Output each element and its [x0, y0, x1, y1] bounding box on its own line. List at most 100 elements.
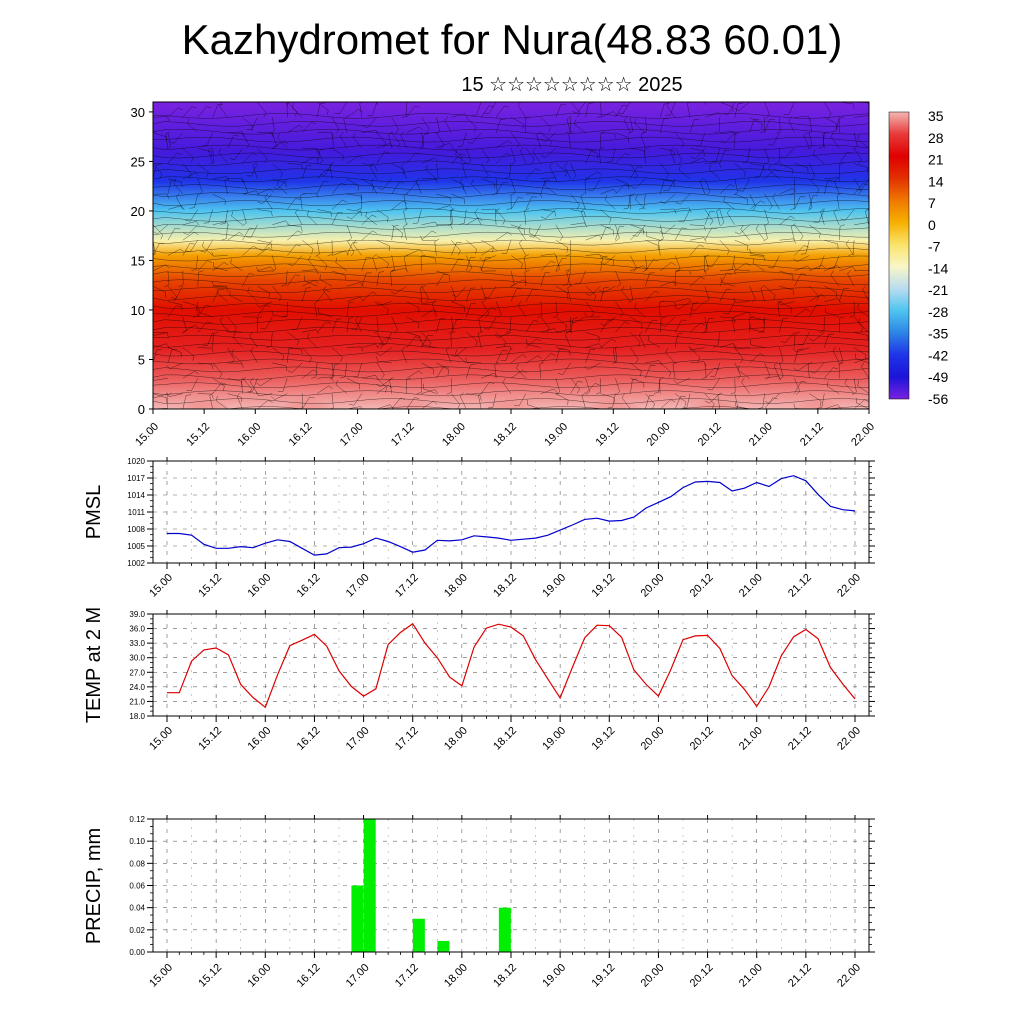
heatmap-y-tick-label: 20	[131, 204, 145, 219]
precip-bar	[351, 885, 364, 952]
y-tick-label: 0.02	[129, 926, 145, 935]
colorbar-label: 14	[928, 173, 944, 189]
x-tick-label: 16.00	[245, 962, 273, 990]
x-tick-label: 16.12	[287, 421, 315, 449]
precipitation-panel: 0.00 0.02 0.04 0.06 0.08 0.10 0.12 15.00 15.12 1…	[83, 815, 875, 990]
x-tick-label: 15.00	[147, 572, 175, 600]
x-tick-label: 19.00	[540, 725, 568, 753]
x-tick-label: 20.12	[688, 572, 716, 600]
y-tick-label: 0.08	[129, 859, 145, 868]
temp-series-line	[167, 622, 856, 709]
x-tick-label: 21.00	[737, 725, 765, 753]
x-tick-label: 19.00	[542, 421, 570, 449]
pmsl-y-axis: 1002 1005 1008 1011 1014 1017 1020	[127, 457, 875, 568]
x-tick-label: 17.00	[344, 962, 372, 990]
heatmap-y-tick-label: 25	[131, 154, 145, 169]
pmsl-series-line	[167, 475, 856, 556]
colorbar-labels: 35 28 21 14 7 0 -7 -14 -21 -28 -35 -42 -49 -56	[928, 108, 948, 407]
precip-y-axis: 0.00 0.02 0.04 0.06 0.08 0.10 0.12	[129, 815, 875, 957]
y-tick-label: 0.12	[129, 815, 145, 824]
colorbar: 35 28 21 14 7 0 -7 -14 -21 -28 -35 -42 -49 -56	[888, 108, 948, 407]
x-tick-label: 22.00	[835, 725, 863, 753]
x-tick-label: 20.00	[639, 725, 667, 753]
x-tick-label: 20.12	[688, 962, 716, 990]
x-tick-label: 21.00	[737, 572, 765, 600]
page-subtitle: 15 ☆☆☆☆☆☆☆☆ 2025	[461, 74, 683, 96]
x-tick-label: 17.00	[344, 725, 372, 753]
y-tick-label: 1017	[127, 474, 145, 483]
x-tick-label: 20.12	[688, 725, 716, 753]
y-tick-label: 1011	[128, 508, 146, 517]
y-tick-label: 33.0	[129, 639, 145, 648]
x-tick-label: 17.12	[393, 962, 421, 990]
y-tick-label: 0.04	[129, 904, 145, 913]
y-tick-label: 18.0	[129, 712, 145, 721]
heatmap-x-axis: 15.00 15.12 16.00 16.12 17.00 17.12 18.00 18.12…	[133, 409, 877, 449]
y-tick-label: 24.0	[129, 683, 145, 692]
pmsl-ylabel: PMSL	[83, 485, 105, 539]
colorbar-label: -56	[928, 391, 948, 407]
x-tick-label: 16.00	[235, 421, 263, 449]
y-tick-label: 0.10	[129, 837, 145, 846]
x-tick-label: 21.12	[786, 962, 814, 990]
x-tick-label: 19.12	[589, 725, 617, 753]
x-tick-label: 16.00	[245, 572, 273, 600]
colorbar-gradient	[888, 111, 910, 400]
x-tick-label: 15.12	[184, 421, 212, 449]
precip-ylabel: PRECIP, mm	[83, 828, 105, 944]
x-tick-label: 15.12	[196, 572, 224, 600]
warm-blob	[261, 349, 352, 409]
temp-y-axis: 18.0 21.0 24.0 27.0 30.0 33.0 36.0 39.0	[129, 610, 875, 721]
x-tick-label: 15.12	[196, 725, 224, 753]
pmsl-x-axis: 15.00 15.12 16.00 16.12 17.00 17.12 18.00 18.12…	[147, 457, 863, 600]
precip-bar	[437, 940, 450, 952]
precip-bar	[412, 918, 425, 952]
temperature-panel: 18.021.024.027.030.033.036.039.0 15.00 15…	[83, 607, 875, 753]
y-tick-label: 0.06	[129, 882, 145, 891]
warm-blob	[466, 349, 556, 409]
y-tick-label: 39.0	[129, 610, 145, 619]
x-tick-label: 19.12	[589, 962, 617, 990]
colorbar-label: 35	[928, 108, 944, 124]
page-title: Kazhydromet for Nura(48.83 60.01)	[181, 16, 843, 63]
x-tick-label: 19.12	[589, 572, 617, 600]
x-tick-label: 19.00	[540, 572, 568, 600]
y-tick-label: 30.0	[129, 654, 145, 663]
x-tick-label: 18.00	[442, 962, 470, 990]
colorbar-label: -7	[928, 239, 941, 255]
colorbar-label: -21	[928, 282, 948, 298]
heatmap-y-axis: 0 5 10 15 20 25 30	[131, 105, 153, 417]
x-tick-label: 16.12	[295, 725, 323, 753]
x-tick-label: 16.12	[295, 572, 323, 600]
x-tick-label: 15.12	[196, 962, 224, 990]
precip-bar	[498, 907, 511, 952]
x-tick-label: 20.00	[639, 962, 667, 990]
y-tick-label: 1005	[127, 542, 145, 551]
colorbar-label: -35	[928, 326, 948, 342]
y-tick-label: 0.00	[129, 948, 145, 957]
x-tick-label: 20.12	[696, 421, 724, 449]
x-tick-label: 21.12	[786, 725, 814, 753]
heatmap-y-tick-label: 15	[131, 253, 145, 268]
x-tick-label: 15.00	[147, 725, 175, 753]
x-tick-label: 18.00	[440, 421, 468, 449]
colorbar-label: 28	[928, 130, 944, 146]
x-tick-label: 20.00	[645, 421, 673, 449]
y-tick-label: 1008	[127, 525, 145, 534]
colorbar-label: 7	[928, 195, 936, 211]
x-tick-label: 17.12	[393, 572, 421, 600]
x-tick-label: 18.12	[491, 572, 519, 600]
warm-blob	[568, 349, 659, 409]
x-tick-label: 22.00	[849, 421, 877, 449]
x-tick-label: 21.00	[747, 421, 775, 449]
colorbar-label: -14	[928, 260, 948, 276]
x-tick-label: 19.12	[593, 421, 621, 449]
heatmap-y-tick-label: 10	[131, 303, 145, 318]
y-tick-label: 21.0	[129, 697, 145, 706]
x-tick-label: 15.00	[147, 962, 175, 990]
x-tick-label: 17.00	[338, 421, 366, 449]
y-tick-label: 27.0	[129, 668, 145, 677]
x-tick-label: 18.12	[491, 421, 519, 449]
